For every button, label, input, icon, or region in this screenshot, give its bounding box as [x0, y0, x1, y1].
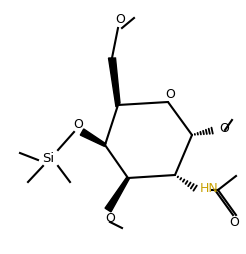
Polygon shape	[108, 58, 120, 107]
Text: O: O	[229, 216, 239, 230]
Text: O: O	[115, 13, 125, 26]
Polygon shape	[105, 177, 129, 212]
Text: O: O	[165, 87, 175, 101]
Text: Si: Si	[42, 151, 54, 165]
Text: O: O	[105, 212, 115, 225]
Text: O: O	[219, 121, 229, 135]
Text: HN: HN	[200, 182, 219, 195]
Polygon shape	[80, 129, 106, 146]
Text: O: O	[73, 118, 83, 131]
